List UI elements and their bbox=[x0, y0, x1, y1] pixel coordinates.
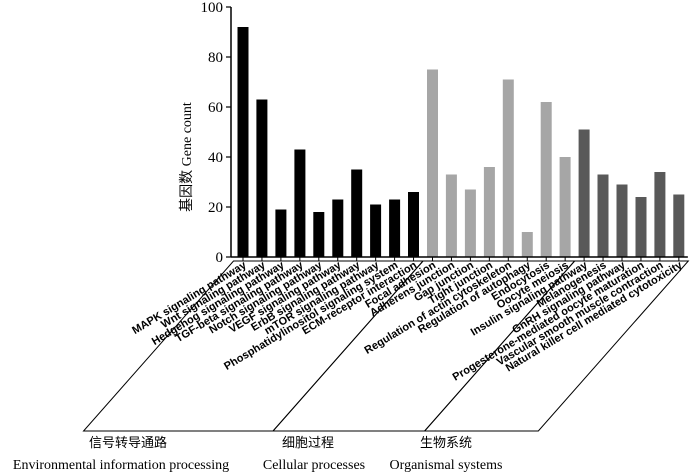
y-tick-label: 40 bbox=[208, 150, 223, 166]
bar bbox=[673, 194, 685, 257]
group-label-en: Cellular processes bbox=[263, 458, 365, 473]
bar bbox=[597, 174, 609, 257]
group-labels: 信号转导通路 Environmental information processi… bbox=[13, 435, 503, 473]
bar bbox=[370, 204, 382, 257]
y-tick-label: 60 bbox=[208, 100, 223, 116]
bar bbox=[578, 129, 590, 257]
bar bbox=[502, 79, 514, 257]
bars-group bbox=[237, 27, 685, 257]
bar bbox=[445, 174, 457, 257]
bar bbox=[408, 192, 419, 257]
bar bbox=[351, 169, 363, 257]
y-tick-label: 0 bbox=[216, 250, 224, 266]
group-label-cn: 细胞过程 bbox=[282, 436, 334, 451]
bar bbox=[483, 167, 495, 257]
group-label-cn: 生物系统 bbox=[420, 436, 472, 451]
bar bbox=[313, 212, 325, 257]
bar bbox=[294, 149, 306, 257]
group-label-en: Organismal systems bbox=[390, 458, 503, 473]
y-tick-label: 80 bbox=[208, 50, 223, 66]
bar bbox=[389, 199, 401, 257]
group-label-cn: 信号转导通路 bbox=[89, 435, 167, 451]
bar bbox=[540, 102, 552, 257]
y-tick-label: 20 bbox=[208, 200, 223, 216]
bar bbox=[616, 184, 628, 257]
y-axis-label: 基因数 Gene count bbox=[178, 102, 195, 212]
bar bbox=[559, 157, 571, 257]
bar bbox=[275, 209, 287, 257]
group-frames bbox=[82, 260, 690, 432]
bar bbox=[237, 27, 249, 257]
bar bbox=[256, 99, 268, 257]
bar bbox=[654, 172, 666, 257]
axes-group: 0 20 40 60 80 100 bbox=[201, 0, 688, 266]
bar bbox=[332, 199, 344, 257]
bar bbox=[464, 189, 476, 257]
group-bracket bbox=[423, 260, 690, 432]
bar bbox=[427, 69, 438, 257]
group-label-en: Environmental information processing bbox=[13, 458, 229, 473]
bar bbox=[521, 232, 533, 257]
y-tick-label: 100 bbox=[201, 0, 224, 16]
bar bbox=[635, 197, 647, 257]
